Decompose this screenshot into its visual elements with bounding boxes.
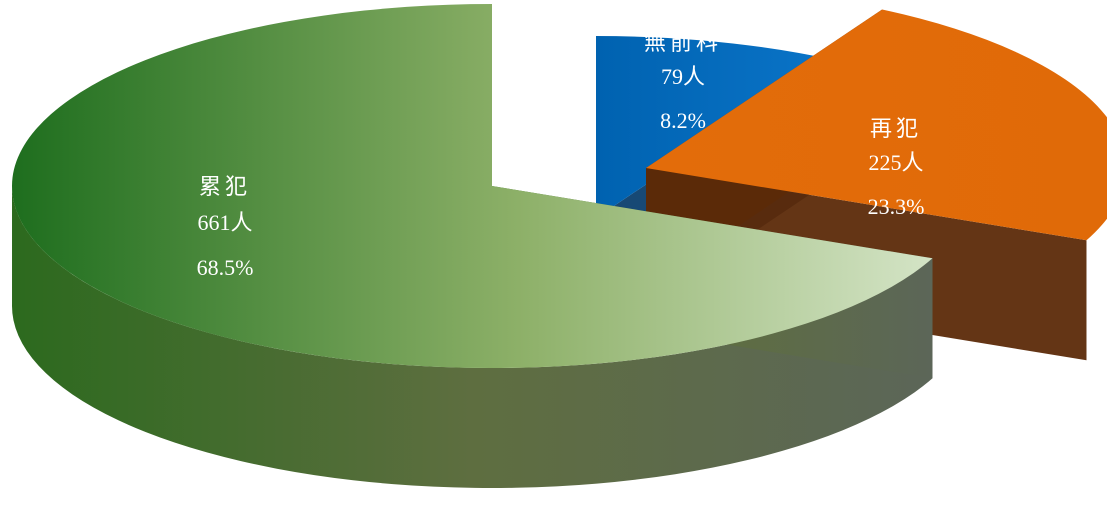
slice-side-habitual-offense bbox=[11, 184, 933, 489]
no-record-count-label: 79人 bbox=[661, 64, 705, 89]
no-record-category-label: 無前科 bbox=[644, 30, 722, 55]
slice-repeat-offense[interactable] bbox=[646, 9, 1107, 241]
habitual-offense-percent-label: 68.5% bbox=[197, 255, 254, 280]
repeat-offense-percent-label: 23.3% bbox=[868, 194, 925, 219]
habitual-offense-category-label: 累犯 bbox=[199, 174, 251, 199]
repeat-offense-count-label: 225人 bbox=[868, 150, 923, 175]
repeat-offense-category-label: 再犯 bbox=[870, 116, 922, 141]
habitual-offense-count-label: 661人 bbox=[197, 210, 252, 235]
slice-habitual-offense[interactable] bbox=[12, 4, 933, 368]
no-record-percent-label: 8.2% bbox=[660, 108, 706, 133]
